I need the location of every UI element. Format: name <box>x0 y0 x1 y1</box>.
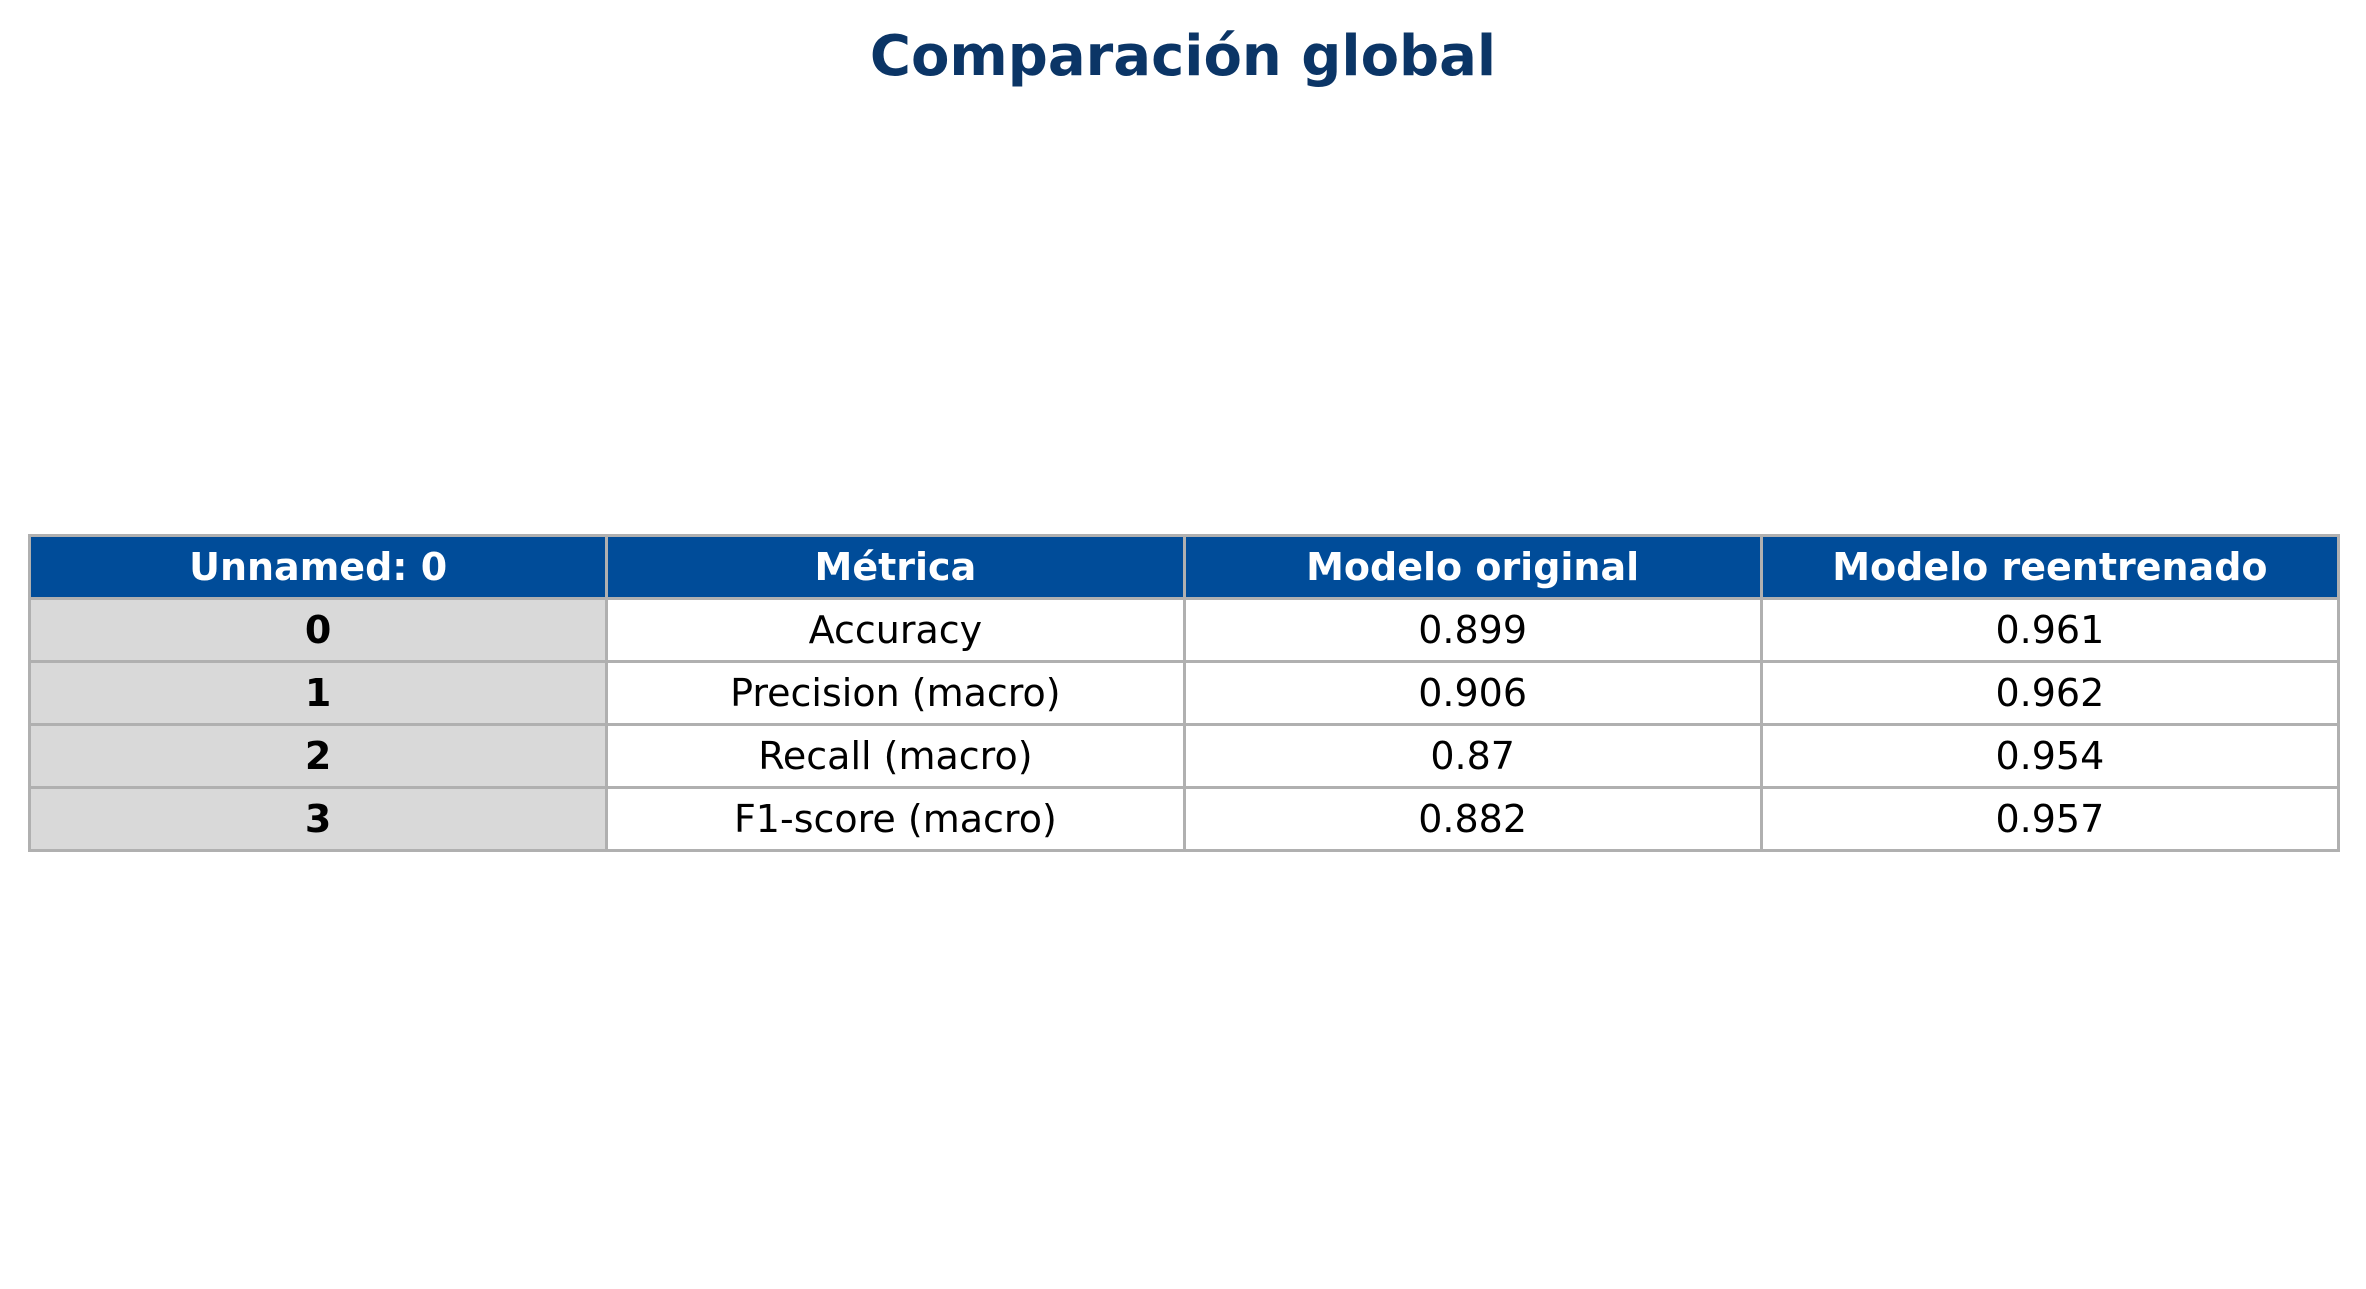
retrained-model-cell: 0.961 <box>1759 597 2341 663</box>
table-row: 3 F1-score (macro) 0.882 0.957 <box>27 786 2341 852</box>
row-index-cell: 0 <box>27 597 609 663</box>
metric-cell: Precision (macro) <box>605 660 1186 726</box>
table-row: 0 Accuracy 0.899 0.961 <box>27 597 2341 663</box>
original-model-cell: 0.882 <box>1182 786 1763 852</box>
original-model-cell: 0.906 <box>1182 660 1763 726</box>
column-header: Métrica <box>605 534 1186 600</box>
table-row: 2 Recall (macro) 0.87 0.954 <box>27 723 2341 789</box>
comparison-table: Unnamed: 0 Métrica Modelo original Model… <box>27 534 2341 852</box>
row-index-cell: 3 <box>27 786 609 852</box>
metric-cell: Recall (macro) <box>605 723 1186 789</box>
chart-title: Comparación global <box>869 24 1497 89</box>
metric-cell: F1-score (macro) <box>605 786 1186 852</box>
row-index-cell: 2 <box>27 723 609 789</box>
retrained-model-cell: 0.962 <box>1759 660 2341 726</box>
table-header-row: Unnamed: 0 Métrica Modelo original Model… <box>27 534 2341 600</box>
table-row: 1 Precision (macro) 0.906 0.962 <box>27 660 2341 726</box>
column-header: Modelo original <box>1182 534 1763 600</box>
metric-cell: Accuracy <box>605 597 1186 663</box>
retrained-model-cell: 0.954 <box>1759 723 2341 789</box>
original-model-cell: 0.87 <box>1182 723 1763 789</box>
metrics-table: Unnamed: 0 Métrica Modelo original Model… <box>27 534 2341 852</box>
column-header: Unnamed: 0 <box>27 534 609 600</box>
retrained-model-cell: 0.957 <box>1759 786 2341 852</box>
row-index-cell: 1 <box>27 660 609 726</box>
column-header: Modelo reentrenado <box>1759 534 2341 600</box>
original-model-cell: 0.899 <box>1182 597 1763 663</box>
